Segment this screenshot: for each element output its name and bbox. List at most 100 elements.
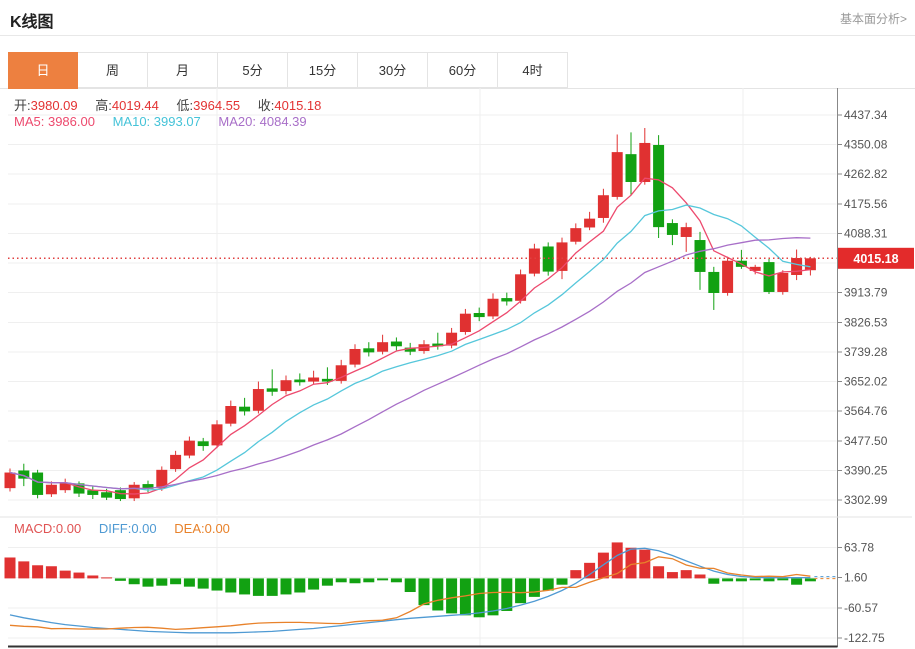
tab-月[interactable]: 月: [148, 52, 218, 88]
ma20-line: [9, 237, 811, 490]
last-price-tag-label: 4015.18: [853, 252, 898, 266]
candle: [432, 343, 444, 347]
macd-bar: [487, 578, 499, 616]
diff-value-readout: DIFF:0.00: [98, 521, 157, 536]
macd-bar: [459, 578, 471, 616]
macd-bar: [321, 578, 333, 586]
macd-bar: [335, 578, 347, 583]
candle: [597, 195, 609, 218]
page-title: K线图: [10, 14, 54, 31]
candle: [170, 454, 182, 470]
close-label: 收:: [257, 98, 275, 113]
candle: [128, 484, 140, 499]
macd-bar: [294, 578, 306, 593]
macd-bar: [653, 566, 665, 579]
main-axis-label: 4175.56: [844, 197, 888, 211]
ma10-readout: MA10: 3993.07: [112, 114, 201, 129]
macd-bar: [239, 578, 251, 595]
macd-bar: [528, 578, 540, 597]
candle: [59, 482, 71, 491]
macd-axis-label: 63.78: [844, 540, 874, 554]
candle: [611, 152, 623, 197]
macd-bar: [183, 578, 195, 587]
main-axis-label: 3913.79: [844, 286, 888, 300]
candle: [404, 347, 416, 352]
tab-30分[interactable]: 30分: [358, 52, 428, 88]
candle: [749, 266, 761, 271]
candle: [708, 271, 720, 293]
macd-bar: [749, 578, 761, 581]
dea-line: [9, 556, 811, 631]
macd-bar: [639, 549, 651, 579]
macd-bar: [156, 578, 168, 586]
candle: [501, 298, 513, 302]
macd-bar: [515, 578, 527, 604]
macd-bar: [59, 570, 71, 579]
macd-bar: [377, 578, 389, 581]
high-label: 高:: [95, 98, 112, 113]
macd-bar: [142, 578, 154, 587]
main-axis-label: 3826.53: [844, 315, 888, 329]
macd-axis-label: 1.60: [844, 571, 868, 585]
macd-bar: [128, 578, 140, 585]
macd-axis-label: -60.57: [844, 601, 878, 615]
candle: [266, 388, 278, 392]
candle: [4, 472, 16, 489]
tab-周[interactable]: 周: [78, 52, 148, 88]
tab-15分[interactable]: 15分: [288, 52, 358, 88]
macd-bar: [363, 578, 375, 583]
candle: [321, 378, 333, 382]
candle: [32, 472, 44, 495]
macd-bar: [625, 547, 637, 579]
candle: [473, 313, 485, 318]
main-axis-label: 3739.28: [844, 345, 888, 359]
macd-bar: [73, 572, 85, 579]
candle: [528, 248, 540, 274]
ma-readout: MA5: 3986.00 MA10: 3993.07 MA20: 4084.39: [14, 114, 307, 129]
macd-bar: [666, 572, 678, 579]
macd-bar: [763, 578, 775, 582]
tab-5分[interactable]: 5分: [218, 52, 288, 88]
last-price-tag: [838, 247, 914, 269]
candle: [294, 379, 306, 383]
macd-bar: [446, 578, 458, 614]
macd-bar: [252, 578, 264, 596]
main-axis-label: 3652.02: [844, 375, 888, 389]
candle: [377, 342, 389, 352]
tab-60分[interactable]: 60分: [428, 52, 498, 88]
candle: [570, 228, 582, 242]
low-value: 3964.55: [193, 98, 241, 113]
macd-bar: [694, 574, 706, 579]
candle: [280, 380, 292, 392]
candle: [487, 298, 499, 317]
candle: [390, 341, 402, 347]
candle: [639, 142, 651, 182]
macd-bar: [308, 578, 320, 590]
tab-日[interactable]: 日: [8, 52, 78, 89]
candle: [45, 484, 57, 495]
macd-bar: [4, 557, 16, 579]
macd-bar: [570, 570, 582, 579]
candle: [335, 365, 347, 381]
macd-bar: [404, 578, 416, 593]
candle: [804, 258, 816, 271]
candle: [459, 313, 471, 333]
fundamental-analysis-link[interactable]: 基本面分析>: [839, 12, 907, 26]
main-axis-label: 4350.08: [844, 138, 888, 152]
candle: [515, 274, 527, 301]
candle: [87, 490, 99, 495]
high-value: 4019.44: [111, 98, 159, 113]
tab-4时[interactable]: 4时: [498, 52, 568, 88]
macd-bar: [804, 578, 816, 582]
main-axis-label: 4437.34: [844, 108, 888, 122]
macd-bar: [225, 578, 237, 593]
interval-tabs: 日周月 5分 15分 30分 60分 4时: [8, 52, 568, 89]
macd-bar: [197, 578, 209, 589]
main-axis-label: 3477.50: [844, 434, 888, 448]
candle: [211, 424, 223, 446]
candle: [73, 483, 85, 494]
candle: [239, 406, 251, 412]
candle: [225, 406, 237, 424]
macd-bar: [791, 578, 803, 585]
